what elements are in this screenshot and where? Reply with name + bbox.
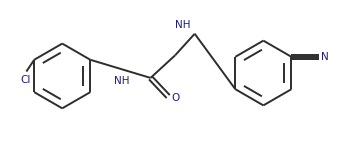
Text: N: N [321, 52, 329, 62]
Text: NH: NH [113, 76, 129, 86]
Text: Cl: Cl [20, 75, 30, 85]
Text: O: O [171, 93, 179, 103]
Text: NH: NH [175, 20, 191, 30]
